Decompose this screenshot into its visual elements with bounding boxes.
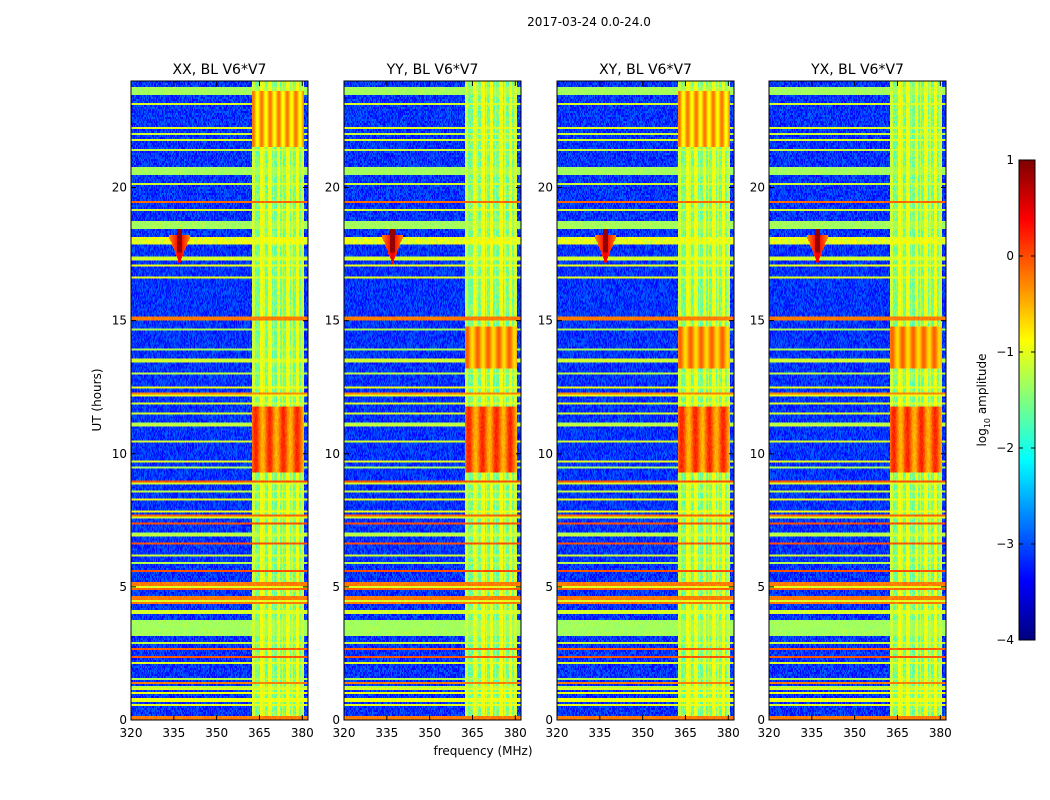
x-axis-label: frequency (MHz) xyxy=(433,744,532,758)
y-tick-label: 5 xyxy=(119,580,127,594)
axis-labels: frequency (MHz) UT (hours) xyxy=(90,368,533,758)
x-tick-label: 380 xyxy=(717,726,740,740)
colorbar-tick-label: −3 xyxy=(996,537,1014,551)
colorbar-tick-label: −2 xyxy=(996,441,1014,455)
panel-title: YX, BL V6*V7 xyxy=(810,62,904,78)
y-tick-label: 10 xyxy=(538,447,553,461)
y-axis-label: UT (hours) xyxy=(90,368,104,431)
x-tick-label: 335 xyxy=(162,726,185,740)
x-tick-label: 335 xyxy=(800,726,823,740)
y-tick-label: 20 xyxy=(325,181,340,195)
x-tick-label: 380 xyxy=(929,726,952,740)
y-tick-label: 20 xyxy=(112,181,127,195)
x-tick-label: 320 xyxy=(546,726,569,740)
x-tick-label: 320 xyxy=(758,726,781,740)
y-tick-label: 0 xyxy=(332,713,340,727)
y-tick-label: 5 xyxy=(332,580,340,594)
x-tick-label: 350 xyxy=(631,726,654,740)
x-tick-label: 350 xyxy=(205,726,228,740)
y-tick-label: 20 xyxy=(750,181,765,195)
y-tick-label: 10 xyxy=(325,447,340,461)
panel-xx: XX, BL V6*V7 320 335 350 365 380 0 5 10 15 20 xyxy=(112,62,314,740)
panel-frame xyxy=(130,80,309,721)
colorbar-frame xyxy=(1018,159,1036,641)
spectrogram-image xyxy=(557,81,734,720)
x-tick-label: 335 xyxy=(375,726,398,740)
panel-title: YY, BL V6*V7 xyxy=(386,62,479,78)
y-tick-label: 15 xyxy=(750,314,765,328)
y-tick-label: 15 xyxy=(325,314,340,328)
y-tick-label: 10 xyxy=(750,447,765,461)
x-tick-label: 380 xyxy=(291,726,314,740)
panel-title: XY, BL V6*V7 xyxy=(599,62,692,78)
x-tick-label: 380 xyxy=(504,726,527,740)
colorbar-tick-label: 0 xyxy=(1006,249,1014,263)
colorbar-label: log10 amplitude xyxy=(975,354,992,447)
panel-frame xyxy=(343,80,522,721)
panel-title: XX, BL V6*V7 xyxy=(173,62,267,78)
colorbar: 1 0 −1 −2 −3 −4 log10 amplitude xyxy=(975,153,1036,647)
colorbar-tick-label: 1 xyxy=(1006,153,1014,167)
y-tick-label: 10 xyxy=(112,447,127,461)
x-tick-label: 320 xyxy=(333,726,356,740)
x-tick-label: 365 xyxy=(248,726,271,740)
y-tick-label: 0 xyxy=(545,713,553,727)
x-tick-label: 335 xyxy=(588,726,611,740)
panel-yx: YX, BL V6*V7 320 335 350 365 380 0 5 10 15 20 xyxy=(750,62,952,740)
panel-xy: XY, BL V6*V7 320 335 350 365 380 0 5 10 15 20 xyxy=(538,62,740,740)
colorbar-tick-label: −1 xyxy=(996,345,1014,359)
y-tick-label: 5 xyxy=(545,580,553,594)
colorbar-gradient xyxy=(1019,160,1035,640)
panel-frame xyxy=(768,80,947,721)
x-tick-label: 365 xyxy=(886,726,909,740)
panel-yy: YY, BL V6*V7 320 335 350 365 380 0 5 10 15 20 xyxy=(325,62,527,740)
figure-title: 2017-03-24 0.0-24.0 xyxy=(527,15,651,29)
colorbar-tick-label: −4 xyxy=(996,633,1014,647)
y-tick-label: 5 xyxy=(757,580,765,594)
x-tick-label: 350 xyxy=(843,726,866,740)
y-tick-label: 20 xyxy=(538,181,553,195)
x-tick-label: 365 xyxy=(674,726,697,740)
y-tick-label: 0 xyxy=(119,713,127,727)
spectrogram-image xyxy=(131,81,308,720)
panel-frame xyxy=(556,80,735,721)
x-tick-label: 350 xyxy=(418,726,441,740)
y-tick-label: 15 xyxy=(112,314,127,328)
x-tick-label: 365 xyxy=(461,726,484,740)
y-tick-label: 15 xyxy=(538,314,553,328)
spectrogram-image xyxy=(769,81,946,720)
y-tick-label: 0 xyxy=(757,713,765,727)
x-tick-label: 320 xyxy=(120,726,143,740)
spectrogram-image xyxy=(344,81,521,720)
